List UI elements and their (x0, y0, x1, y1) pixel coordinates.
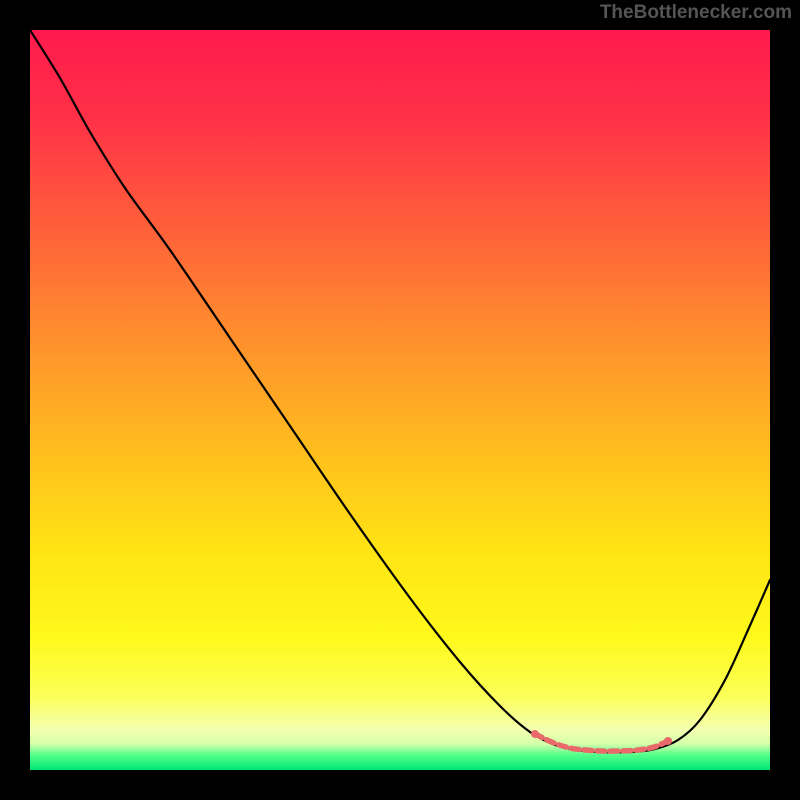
watermark-text: TheBottlenecker.com (600, 2, 792, 24)
chart-area (30, 30, 770, 770)
optimal-range-start-dot (531, 730, 539, 738)
gradient-curve-chart (30, 30, 770, 770)
optimal-range-end-dot (664, 737, 672, 745)
gradient-background (30, 30, 770, 770)
chart-root: TheBottlenecker.com (0, 0, 800, 800)
